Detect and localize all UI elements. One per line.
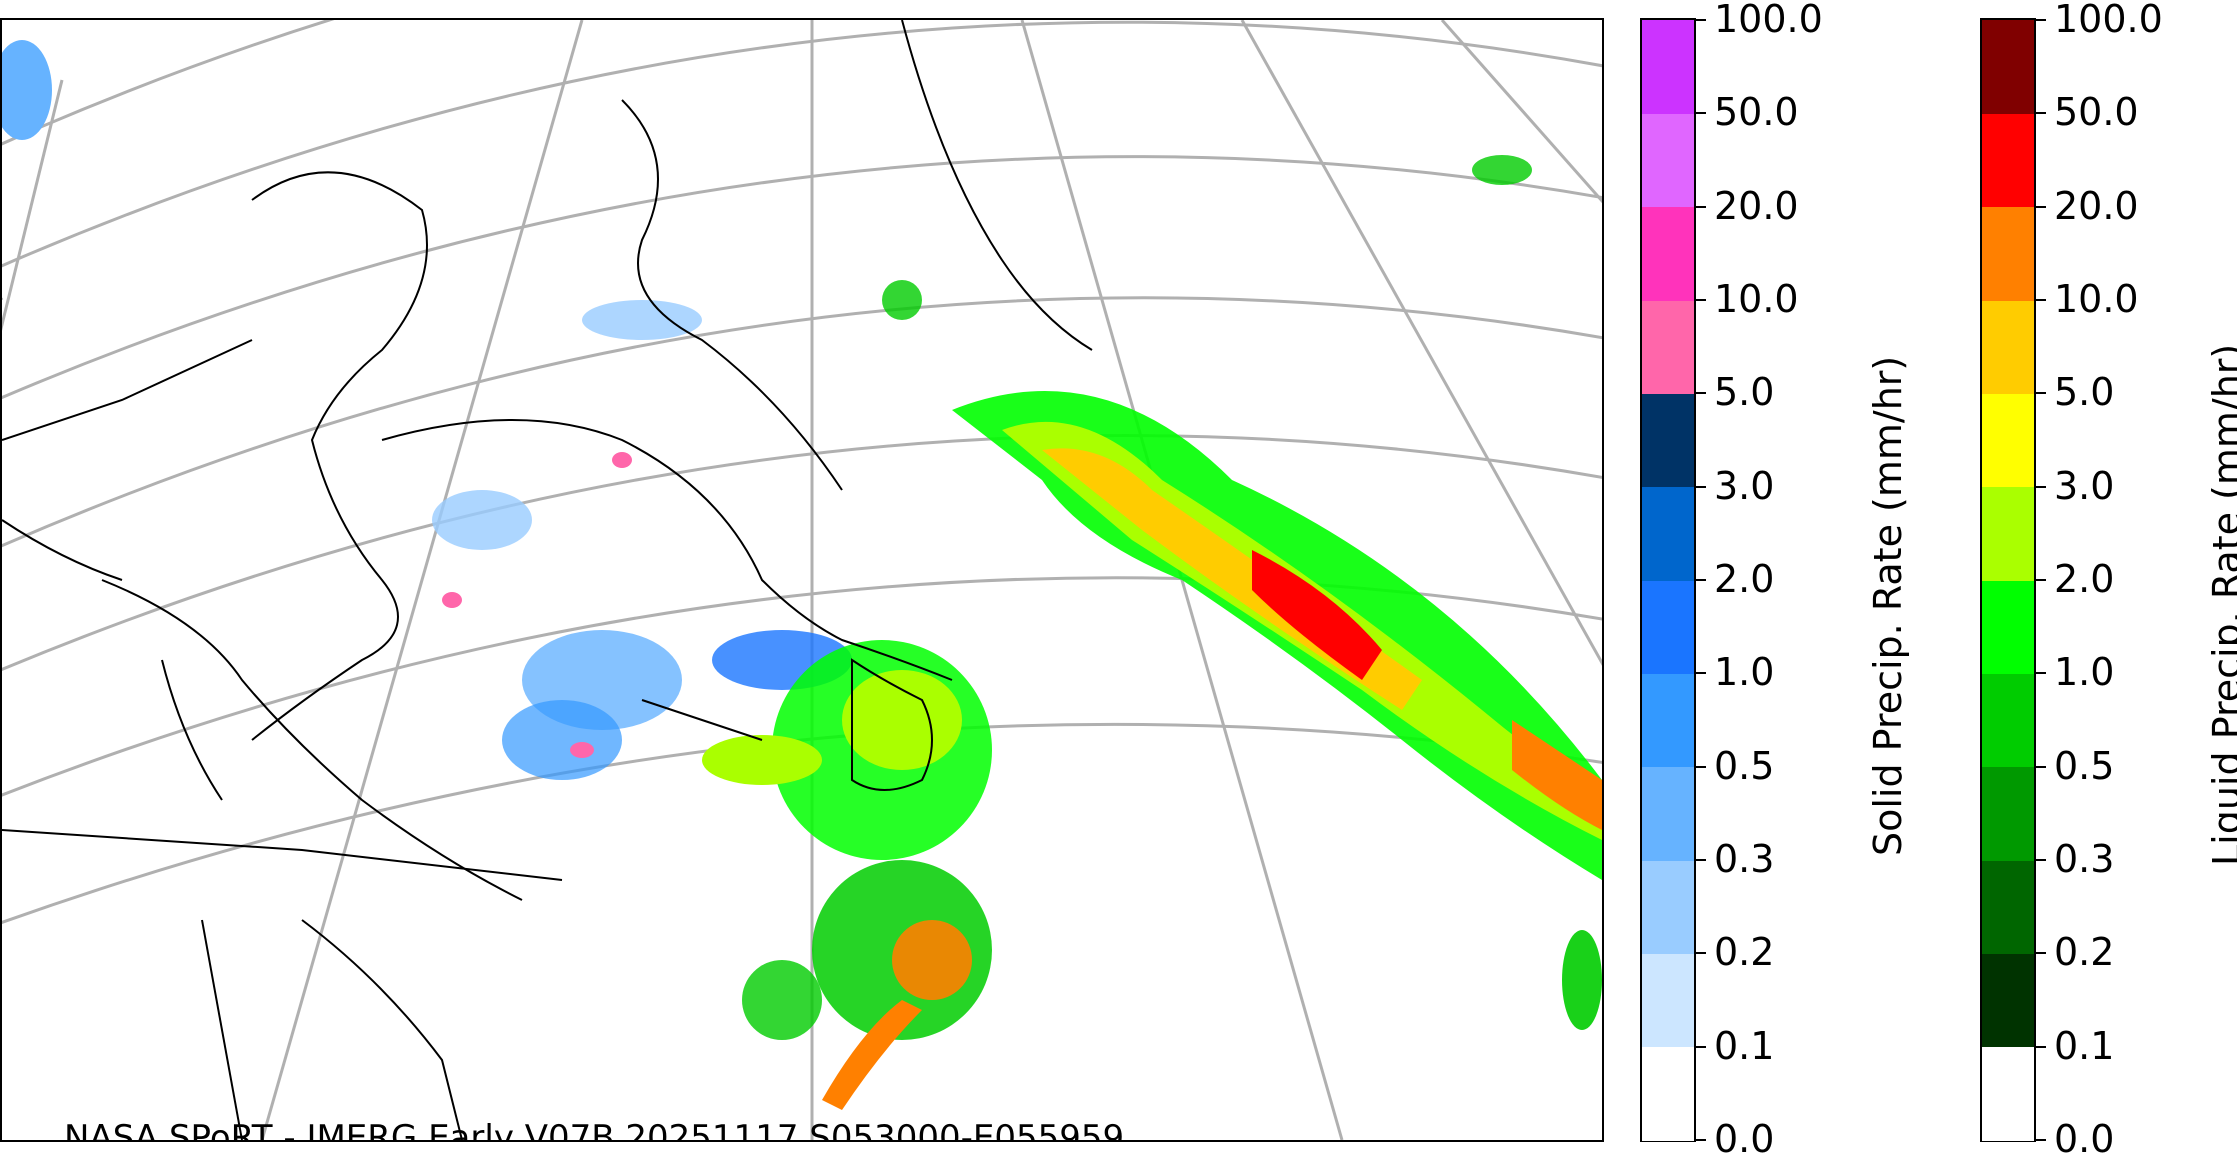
solid-segment xyxy=(1642,860,1694,954)
solid-segment xyxy=(1642,673,1694,768)
liquid-tick-mark xyxy=(2036,485,2046,488)
solid-tick-label: 0.0 xyxy=(1714,1117,1775,1161)
solid-segment xyxy=(1642,393,1694,488)
solid-tick-label: 20.0 xyxy=(1714,183,1799,228)
liquid-tick-label: 3.0 xyxy=(2054,463,2115,508)
liquid-tick-mark xyxy=(2036,952,2046,955)
liquid-tick-label: 50.0 xyxy=(2054,90,2139,135)
latitude-gridlines xyxy=(2,20,1602,925)
coastlines xyxy=(2,20,1093,1140)
liquid-tick-mark xyxy=(2036,205,2046,208)
solid-tick-label: 0.3 xyxy=(1714,837,1775,881)
liquid-segment xyxy=(1982,766,2034,861)
liquid-tick-label: 2.0 xyxy=(2054,557,2115,601)
solid-segment xyxy=(1642,766,1694,861)
solid-segment xyxy=(1642,20,1694,114)
liquid-segment xyxy=(1982,673,2034,768)
liquid-tick-label: 1.0 xyxy=(2054,650,2115,695)
solid-tick-label: 10.0 xyxy=(1714,277,1799,321)
liquid-tick-mark xyxy=(2036,299,2046,301)
solid-tick-label: 0.5 xyxy=(1714,743,1775,788)
liquid-segment xyxy=(1982,300,2034,394)
liquid-precipitation xyxy=(702,155,1602,1110)
solid-tick-mark xyxy=(1696,205,1706,208)
solid-tick-mark xyxy=(1696,579,1706,581)
solid-tick-label: 0.1 xyxy=(1714,1023,1775,1068)
liquid-segment xyxy=(1982,393,2034,488)
map-credit: NASA SPoRT - IMERG Early V07B 20251117 S… xyxy=(64,1118,1125,1142)
solid-tick-mark xyxy=(1696,485,1706,488)
liquid-segment xyxy=(1982,953,2034,1048)
liquid-tick-mark xyxy=(2036,579,2046,581)
liquid-segment xyxy=(1982,20,2034,114)
liquid-tick-label: 10.0 xyxy=(2054,277,2139,321)
liquid-tick-mark xyxy=(2036,859,2046,861)
liquid-tick-mark xyxy=(2036,1045,2046,1048)
solid-segment xyxy=(1642,1046,1694,1141)
liquid-tick-label: 0.0 xyxy=(2054,1117,2115,1161)
liquid-tick-label: 0.2 xyxy=(2054,930,2115,975)
solid-tick-label: 0.2 xyxy=(1714,930,1775,975)
solid-colorbar-label: Solid Precip. Rate (mm/hr) xyxy=(1866,355,1910,856)
solid-tick-label: 3.0 xyxy=(1714,463,1775,508)
liquid-colorbar-label: Liquid Precip. Rate (mm/hr) xyxy=(2205,343,2237,866)
liquid-tick-label: 0.1 xyxy=(2054,1023,2115,1068)
liquid-tick-mark xyxy=(2036,765,2046,768)
liquid-tick-label: 20.0 xyxy=(2054,183,2139,228)
liquid-precip-colorbar xyxy=(1980,18,2036,1142)
solid-tick-mark xyxy=(1696,1139,1706,1141)
liquid-tick-mark xyxy=(2036,392,2046,395)
solid-segment xyxy=(1642,953,1694,1048)
solid-tick-mark xyxy=(1696,672,1706,675)
solid-tick-label: 50.0 xyxy=(1714,90,1799,135)
liquid-segment xyxy=(1982,860,2034,954)
liquid-tick-label: 0.3 xyxy=(2054,837,2115,881)
solid-tick-mark xyxy=(1696,952,1706,955)
liquid-tick-label: 0.5 xyxy=(2054,743,2115,788)
liquid-tick-label: 5.0 xyxy=(2054,370,2115,415)
liquid-segment xyxy=(1982,580,2034,674)
liquid-segment xyxy=(1982,486,2034,581)
map-panel: NASA SPoRT - IMERG Early V07B 20251117 S… xyxy=(0,18,1604,1142)
liquid-segment xyxy=(1982,1046,2034,1141)
solid-tick-label: 5.0 xyxy=(1714,370,1775,415)
solid-tick-mark xyxy=(1696,19,1706,21)
liquid-segment xyxy=(1982,206,2034,301)
liquid-tick-mark xyxy=(2036,672,2046,675)
solid-tick-mark xyxy=(1696,299,1706,301)
solid-tick-label: 100.0 xyxy=(1714,0,1823,41)
liquid-tick-label: 100.0 xyxy=(2054,0,2163,41)
solid-tick-mark xyxy=(1696,1045,1706,1048)
solid-tick-mark xyxy=(1696,392,1706,395)
liquid-segment xyxy=(1982,113,2034,208)
solid-segment xyxy=(1642,486,1694,581)
solid-tick-mark xyxy=(1696,112,1706,115)
solid-precip-colorbar xyxy=(1640,18,1696,1142)
liquid-tick-mark xyxy=(2036,112,2046,115)
liquid-tick-mark xyxy=(2036,19,2046,21)
solid-tick-label: 2.0 xyxy=(1714,557,1775,601)
solid-segment xyxy=(1642,580,1694,674)
solid-segment xyxy=(1642,300,1694,394)
solid-tick-mark xyxy=(1696,859,1706,861)
precipitation-map xyxy=(2,20,1602,1140)
solid-tick-label: 1.0 xyxy=(1714,650,1775,695)
solid-segment xyxy=(1642,206,1694,301)
solid-tick-mark xyxy=(1696,765,1706,768)
liquid-tick-mark xyxy=(2036,1139,2046,1141)
solid-segment xyxy=(1642,113,1694,208)
